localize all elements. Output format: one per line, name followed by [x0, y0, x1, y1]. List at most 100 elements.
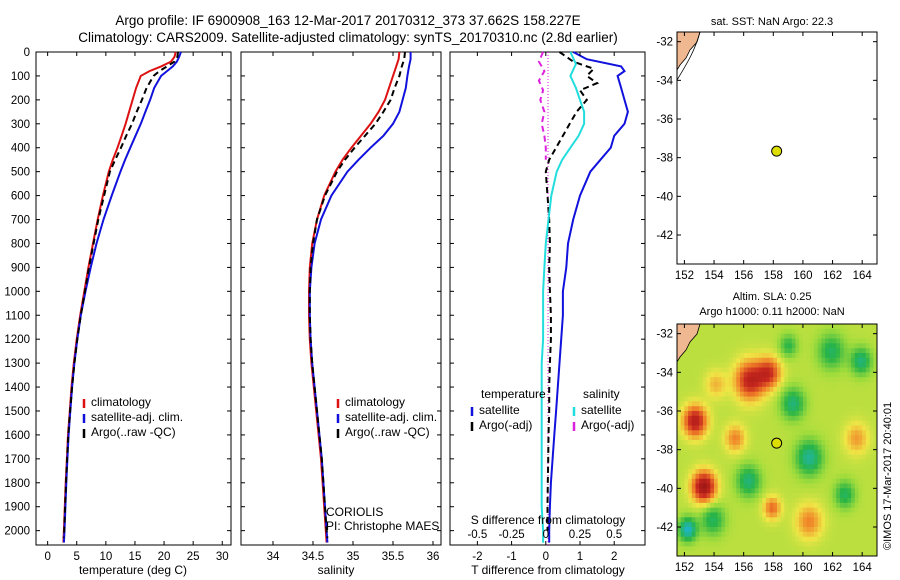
sla-cell — [854, 551, 860, 556]
sla-cell — [865, 348, 871, 354]
sla-cell — [717, 420, 722, 427]
sla-cell — [717, 473, 722, 480]
sla-cell — [691, 546, 697, 552]
sla-cell — [791, 440, 797, 446]
sla-cell — [714, 324, 719, 330]
sla-cell — [680, 406, 685, 412]
sla-cell — [828, 498, 834, 504]
sla-cell — [795, 449, 800, 456]
sla-cell — [802, 498, 808, 504]
sla-cell — [706, 493, 711, 499]
sla-cell — [691, 449, 697, 456]
sla-cell — [825, 382, 830, 388]
sla-cell — [754, 454, 760, 460]
lat-tick-label: -40 — [656, 483, 673, 495]
sla-cell — [802, 459, 808, 465]
title-line-2: Climatology: CARS2009. Satellite-adjuste… — [78, 30, 618, 45]
sla-cell — [836, 493, 841, 499]
sla-cell — [754, 546, 760, 552]
sla-cell — [721, 415, 726, 422]
sla-cell — [769, 425, 774, 431]
sla-cell — [780, 348, 785, 354]
sla-cell — [836, 362, 841, 369]
sla-cell — [743, 551, 748, 556]
sla-cell — [680, 473, 685, 480]
sla-cell — [825, 425, 830, 431]
difference-panel: -2 -1 0 1 2 -0.5 -0.25 0 0.25 0.5 S difference f… — [449, 51, 646, 577]
sla-cell — [865, 357, 871, 364]
sla-cell — [828, 382, 834, 388]
sla-cell — [677, 382, 682, 388]
sla-cell — [869, 401, 874, 407]
sla-cell — [799, 333, 804, 340]
sla-cell — [751, 440, 756, 446]
sla-cell — [810, 473, 815, 480]
sla-cell — [728, 459, 734, 465]
sla-cell — [810, 498, 815, 504]
sla-cell — [710, 551, 715, 556]
sla-cell — [706, 430, 711, 436]
sla-cell — [869, 527, 874, 533]
sla-cell — [684, 396, 689, 402]
sla-cell — [862, 493, 867, 499]
sla-cell — [847, 444, 852, 451]
sla-cell — [710, 469, 715, 475]
sla-cell — [791, 541, 797, 547]
sla-cell — [858, 386, 863, 393]
x2-tick-label: 0.5 — [606, 529, 622, 541]
sla-cell — [762, 507, 767, 514]
sla-cell — [825, 551, 830, 556]
sla-cell — [747, 396, 752, 402]
sla-cell — [743, 372, 748, 378]
sla-cell — [862, 444, 867, 451]
sla-cell — [706, 531, 711, 538]
sla-cell — [717, 440, 722, 446]
sla-cell — [821, 333, 826, 340]
sla-cell — [865, 377, 871, 383]
sla-cell — [873, 367, 877, 373]
sla-cell — [854, 546, 860, 552]
sla-cell — [821, 483, 826, 489]
sla-cell — [725, 324, 730, 330]
sla-cell — [736, 536, 741, 543]
sla-cell — [721, 469, 726, 475]
sla-cell — [714, 493, 719, 499]
sla-cell — [862, 338, 867, 344]
sla-cell — [843, 420, 848, 427]
sla-cell — [865, 328, 871, 335]
legend-satellite: satellite-adj. clim. — [91, 410, 183, 424]
sla-cell — [680, 401, 685, 407]
sla-cell — [758, 324, 763, 330]
sla-cell — [836, 430, 841, 436]
sla-cell — [873, 507, 877, 514]
sla-cell — [814, 430, 819, 436]
sla-cell — [699, 444, 704, 451]
sla-cell — [836, 488, 841, 494]
sla-cell — [851, 469, 856, 475]
sla-cell — [865, 483, 871, 489]
sla-cell — [858, 512, 863, 518]
sla-cell — [828, 502, 834, 509]
sla-cell — [754, 464, 760, 470]
sla-cell — [736, 382, 741, 388]
sla-cell — [728, 493, 734, 499]
sla-cell — [695, 551, 700, 556]
sla-cell — [691, 517, 697, 523]
sla-cell — [728, 415, 734, 422]
x2-tick-label: -0.25 — [498, 529, 524, 541]
sla-cell — [821, 454, 826, 460]
sla-cell — [828, 333, 834, 340]
sla-cell — [695, 406, 700, 412]
sla-cell — [684, 362, 689, 369]
sla-cell — [743, 517, 748, 523]
sla-cell — [799, 435, 804, 441]
sla-cell — [743, 493, 748, 499]
sla-cell — [688, 444, 693, 451]
sla-cell — [751, 536, 756, 543]
sla-cell — [728, 512, 734, 518]
sla-cell — [684, 353, 689, 359]
sla-cell — [777, 435, 782, 441]
sla-cell — [762, 353, 767, 359]
sla-cell — [740, 531, 745, 538]
sla-cell — [799, 328, 804, 335]
